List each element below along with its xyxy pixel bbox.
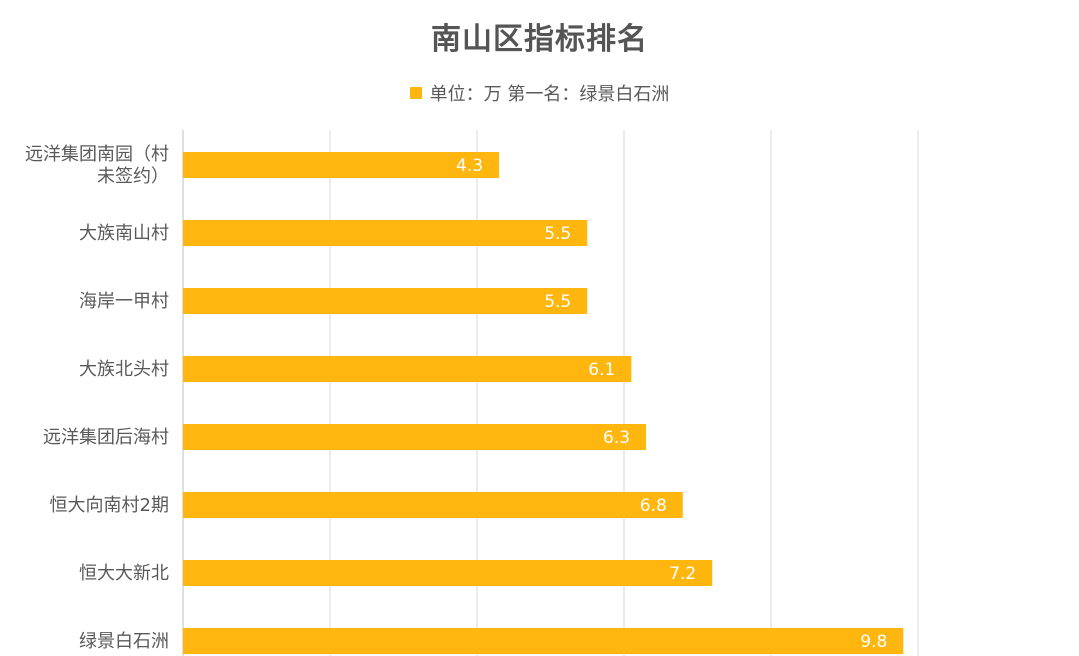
bar: [183, 628, 904, 654]
bar: [183, 220, 588, 246]
bar: [183, 152, 500, 178]
category-label: 绿景白石洲: [79, 631, 169, 652]
bar-value-label: 7.2: [669, 564, 696, 584]
bar-value-label: 5.5: [544, 224, 571, 244]
chart-title: 南山区指标排名: [431, 22, 648, 57]
legend-swatch: [409, 87, 422, 99]
bar: [183, 288, 588, 314]
category-label: 恒大大新北: [79, 563, 169, 584]
category-label: 恒大向南村2期: [50, 495, 169, 516]
bar: [183, 424, 647, 450]
bar-value-label: 6.1: [588, 360, 615, 380]
bar-value-label: 6.8: [640, 496, 667, 516]
category-label: 大族南山村: [79, 223, 169, 244]
bar-value-label: 5.5: [544, 292, 571, 312]
category-label: 未签约）: [97, 166, 169, 187]
bar-value-label: 6.3: [603, 428, 630, 448]
category-label: 远洋集团后海村: [43, 427, 169, 448]
bar-value-label: 4.3: [456, 156, 483, 176]
category-label: 远洋集团南园（村: [25, 144, 169, 165]
legend: 单位：万 第一名：绿景白石洲: [0, 80, 1079, 106]
bar: [183, 356, 632, 382]
bar: [183, 492, 683, 518]
category-label: 大族北头村: [79, 359, 169, 380]
legend-label: 单位：万 第一名：绿景白石洲: [429, 84, 670, 105]
bar: [183, 560, 713, 586]
bar-value-label: 9.8: [860, 632, 887, 652]
category-label: 海岸一甲村: [79, 291, 169, 312]
